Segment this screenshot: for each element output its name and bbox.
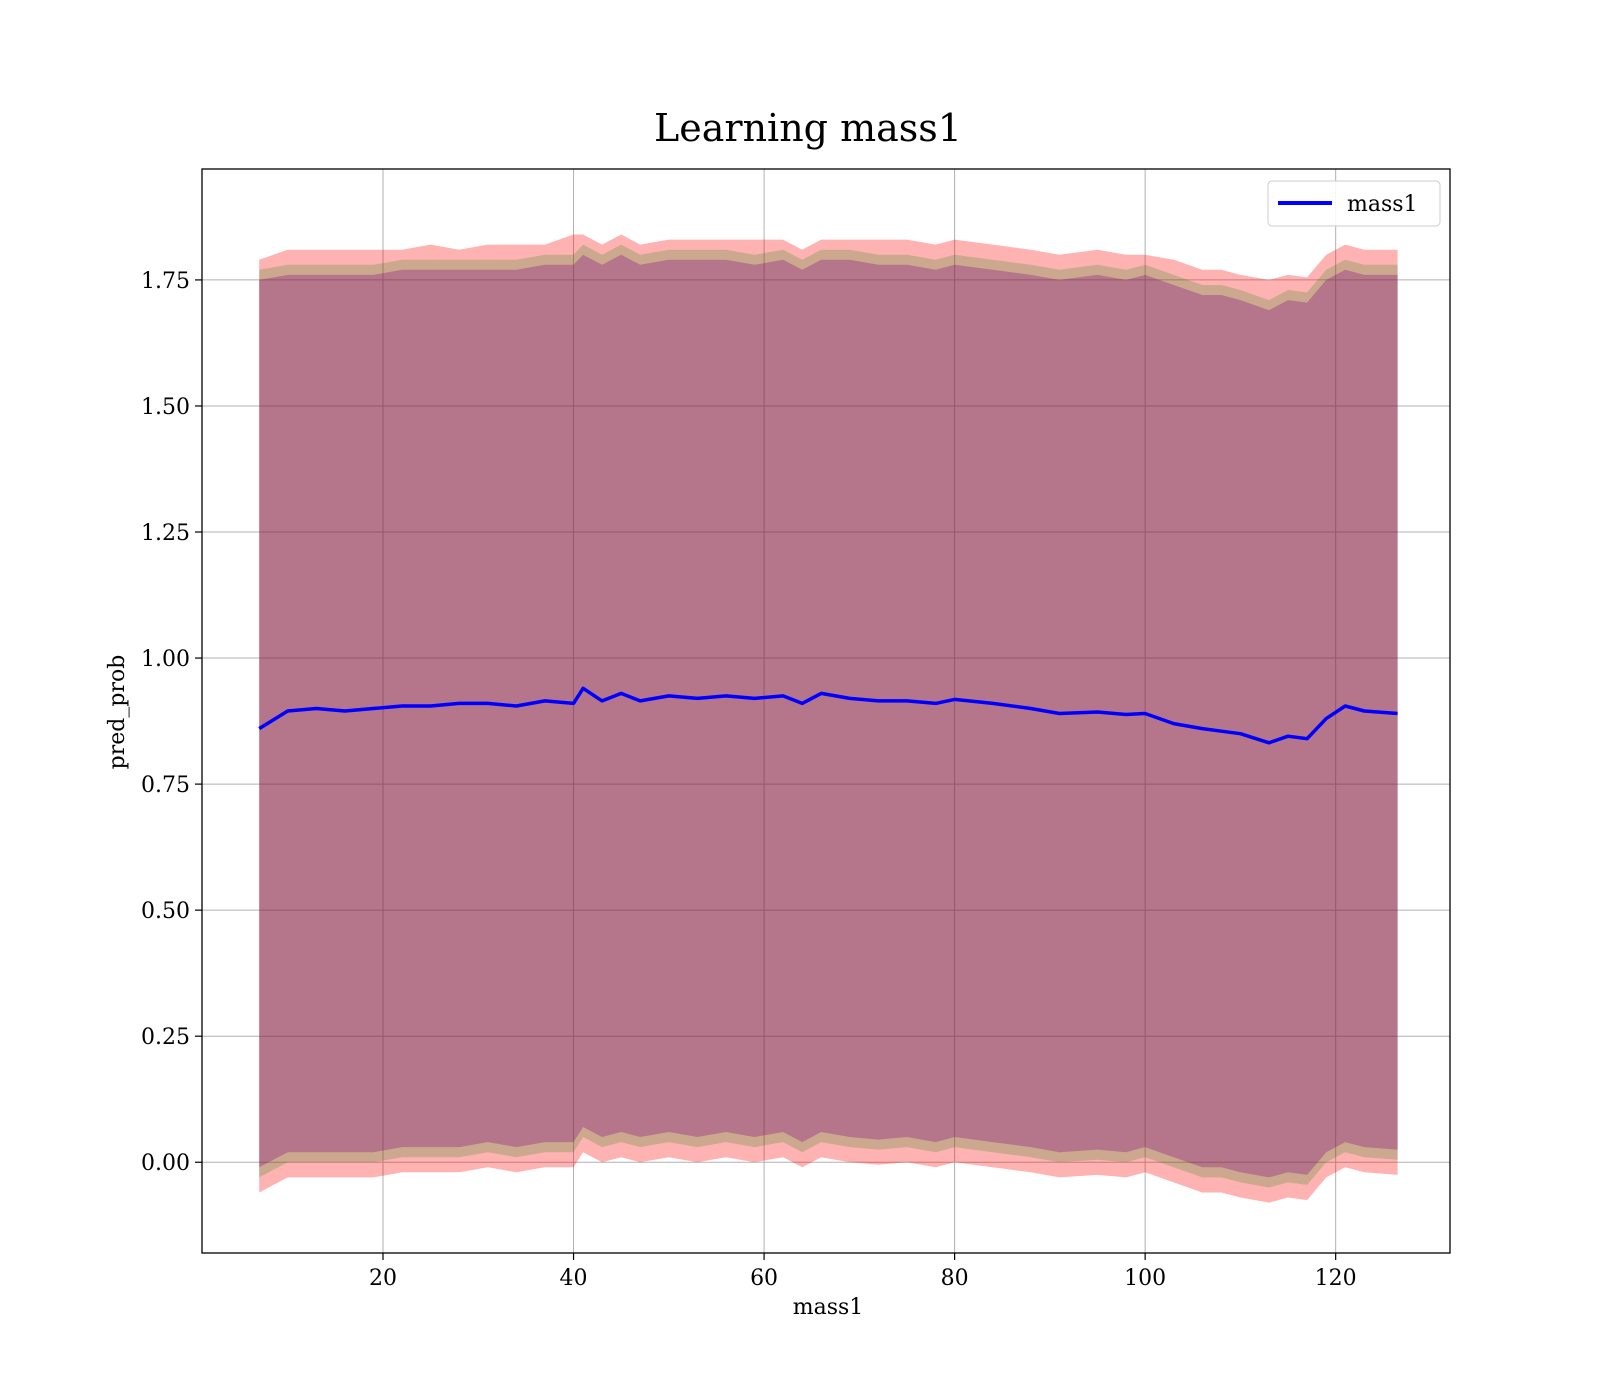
bands-layer <box>259 234 1398 1203</box>
legend-label-mass1: mass1 <box>1347 192 1418 217</box>
confidence-band-2 <box>259 244 1398 1188</box>
y-tick-label: 0.75 <box>141 773 190 798</box>
confidence-band-3 <box>259 254 1398 1178</box>
legend: mass1 <box>1267 180 1441 227</box>
y-tick-label: 1.00 <box>141 647 190 672</box>
x-tick-label: 100 <box>1124 1266 1166 1291</box>
x-tick-label: 80 <box>941 1266 969 1291</box>
x-axis: 20 40 60 80 100 120 <box>369 1253 1357 1291</box>
legend-frame <box>1267 180 1441 227</box>
series-layer <box>258 686 1398 745</box>
y-tick-label: 0.50 <box>141 899 190 924</box>
x-tick-label: 60 <box>750 1266 778 1291</box>
series-line-1 <box>258 686 1398 745</box>
x-tick-label: 20 <box>369 1266 397 1291</box>
confidence-band-1 <box>259 234 1398 1203</box>
y-tick-label: 1.50 <box>141 395 190 420</box>
plot-frame <box>201 168 1451 1254</box>
y-tick-label: 1.25 <box>141 521 190 546</box>
x-tick-label: 120 <box>1315 1266 1357 1291</box>
y-tick-label: 1.75 <box>141 269 190 294</box>
y-axis: 0.00 0.25 0.50 0.75 1.00 1.25 1.50 1.75 <box>141 269 202 1176</box>
x-axis-label: mass1 <box>793 1295 864 1320</box>
y-tick-label: 0.25 <box>141 1025 190 1050</box>
y-axis-label: pred_prob <box>105 655 130 770</box>
y-tick-label: 0.00 <box>141 1151 190 1176</box>
chart-title: Learning mass1 <box>654 106 962 150</box>
x-tick-label: 40 <box>560 1266 588 1291</box>
